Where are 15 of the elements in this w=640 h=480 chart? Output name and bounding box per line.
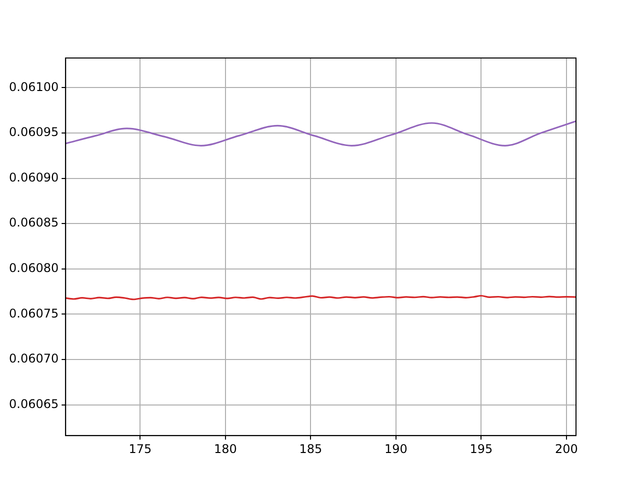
y-tick-label: 0.06065 xyxy=(9,397,59,411)
x-tick-label: 200 xyxy=(555,442,578,456)
x-tick-label: 180 xyxy=(214,442,237,456)
y-tick-label: 0.06100 xyxy=(9,80,59,94)
y-tick-label: 0.06075 xyxy=(9,306,59,320)
y-tick-label: 0.06085 xyxy=(9,216,59,230)
x-tick-label: 190 xyxy=(384,442,408,456)
x-tick-label: 185 xyxy=(299,442,322,456)
y-tick-label: 0.06095 xyxy=(9,125,59,140)
y-tick-label: 0.06090 xyxy=(9,170,59,184)
x-tick-label: 175 xyxy=(128,442,152,456)
line-series xyxy=(66,120,576,146)
y-tick-label: 0.06080 xyxy=(9,261,59,276)
x-tick-label: 195 xyxy=(470,442,493,456)
y-tick-label: 0.06070 xyxy=(9,352,59,366)
